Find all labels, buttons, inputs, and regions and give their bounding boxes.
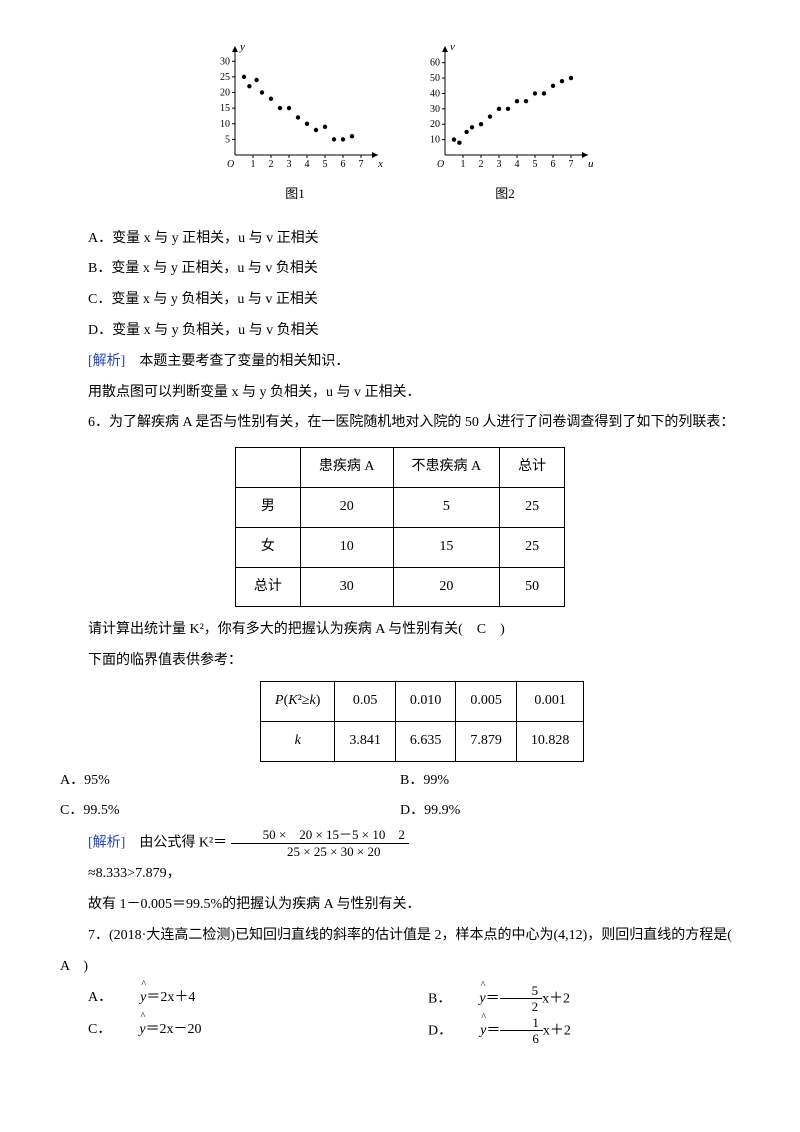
- ct-r2c0: 总计: [235, 567, 300, 607]
- svg-text:5: 5: [225, 134, 230, 145]
- cr-r1c3: 7.879: [456, 721, 517, 761]
- q5-optD: D．变量 x 与 y 负相关，u 与 v 负相关: [60, 316, 740, 347]
- q5-analysis1-text: 本题主要考查了变量的相关知识．: [139, 354, 349, 369]
- q6-analysis-prefix: 由公式得 K²＝: [139, 835, 227, 850]
- svg-text:3: 3: [497, 159, 502, 170]
- q6-hint: 下面的临界值表供参考：: [60, 646, 740, 677]
- svg-text:20: 20: [220, 88, 230, 99]
- q6-options-row2: C．99.5% D．99.9%: [60, 796, 740, 827]
- svg-text:20: 20: [430, 119, 440, 130]
- chart1: 1 2 3 4 5 6 7 5 10 15 20 25 30 Ox y 图1: [205, 40, 385, 209]
- q5-optC: C．变量 x 与 y 负相关，u 与 v 正相关: [60, 285, 740, 316]
- svg-text:30: 30: [430, 104, 440, 115]
- svg-text:5: 5: [323, 159, 328, 170]
- q6-optA: A．95%: [60, 766, 400, 797]
- cr-r0c2: 0.010: [395, 681, 456, 721]
- q7-optA: A．y＝2x＋4: [60, 983, 400, 1015]
- svg-text:O: O: [437, 159, 444, 170]
- chart2: 1 2 3 4 5 6 7 10 20 30 40 50 60 Ou v 图2: [415, 40, 595, 209]
- svg-text:6: 6: [341, 159, 346, 170]
- q7-row2: C．y＝2x－20 D．y＝16x＋2: [60, 1015, 740, 1047]
- svg-text:40: 40: [430, 88, 440, 99]
- k2-den: 25 × 25 × 30 × 20: [231, 844, 409, 860]
- ct-h0: [235, 448, 300, 488]
- cr-r1c1: 3.841: [335, 721, 396, 761]
- svg-text:10: 10: [220, 119, 230, 130]
- analysis-label: [解析]: [88, 835, 125, 850]
- q6-optB: B．99%: [400, 766, 740, 797]
- q7-optD: D．y＝16x＋2: [400, 1015, 740, 1047]
- svg-text:7: 7: [569, 159, 574, 170]
- charts-row: 1 2 3 4 5 6 7 5 10 15 20 25 30 Ox y 图1 1 2 3 4 5 6 7 10 20 30 40…: [60, 40, 740, 209]
- q7-optC: C．y＝2x－20: [60, 1015, 400, 1047]
- svg-text:2: 2: [479, 159, 484, 170]
- svg-text:5: 5: [533, 159, 538, 170]
- ct-r1c1: 10: [300, 527, 393, 567]
- cr-r1c4: 10.828: [516, 721, 584, 761]
- svg-text:3: 3: [287, 159, 292, 170]
- ct-r2c2: 20: [393, 567, 500, 607]
- q5-optB: B．变量 x 与 y 正相关，u 与 v 负相关: [60, 254, 740, 285]
- q6-analysis-line2: ≈8.333>7.879，: [60, 859, 740, 890]
- ct-r0c0: 男: [235, 487, 300, 527]
- svg-text:v: v: [450, 41, 455, 53]
- ct-r2c1: 30: [300, 567, 393, 607]
- ct-r1c3: 25: [500, 527, 565, 567]
- cr-r1c2: 6.635: [395, 721, 456, 761]
- q6-options-row1: A．95% B．99%: [60, 766, 740, 797]
- chart2-caption: 图2: [415, 180, 595, 209]
- ct-r0c3: 25: [500, 487, 565, 527]
- ct-r0c1: 20: [300, 487, 393, 527]
- q6-ask: 请计算出统计量 K²，你有多大的把握认为疾病 A 与性别有关( C ): [60, 615, 740, 646]
- cr-r0c1: 0.05: [335, 681, 396, 721]
- ct-h1: 患疾病 A: [300, 448, 393, 488]
- svg-text:y: y: [239, 41, 245, 53]
- q7-optB: B．y＝52x＋2: [400, 983, 740, 1015]
- svg-text:6: 6: [551, 159, 556, 170]
- svg-text:1: 1: [461, 159, 466, 170]
- ct-r1c0: 女: [235, 527, 300, 567]
- q5-optA: A．变量 x 与 y 正相关，u 与 v 正相关: [60, 224, 740, 255]
- cr-r0c4: 0.001: [516, 681, 584, 721]
- chart1-caption: 图1: [205, 180, 385, 209]
- svg-text:4: 4: [515, 159, 520, 170]
- ct-h2: 不患疾病 A: [393, 448, 500, 488]
- q6-analysis: [解析] 由公式得 K²＝ 50 × 20 × 15－5 × 10 2 25 ×…: [60, 827, 740, 859]
- svg-text:2: 2: [269, 159, 274, 170]
- cr-r1c0: k: [261, 721, 335, 761]
- svg-text:10: 10: [430, 135, 440, 146]
- ct-r2c3: 50: [500, 567, 565, 607]
- q5-analysis1: [解析] 本题主要考查了变量的相关知识．: [60, 347, 740, 378]
- k2-fraction: 50 × 20 × 15－5 × 10 2 25 × 25 × 30 × 20: [231, 827, 409, 859]
- svg-text:x: x: [377, 158, 383, 170]
- svg-text:15: 15: [220, 103, 230, 114]
- cr-r0c3: 0.005: [456, 681, 517, 721]
- svg-text:7: 7: [359, 159, 364, 170]
- critical-table: P(K²≥k) 0.05 0.010 0.005 0.001 k 3.841 6…: [260, 681, 584, 762]
- q6-analysis-line3: 故有 1－0.005＝99.5%的把握认为疾病 A 与性别有关．: [60, 890, 740, 921]
- svg-text:4: 4: [305, 159, 310, 170]
- q6-optD: D．99.9%: [400, 796, 740, 827]
- svg-text:u: u: [588, 158, 594, 170]
- svg-text:50: 50: [430, 73, 440, 84]
- analysis-label: [解析]: [88, 354, 125, 369]
- svg-text:1: 1: [251, 159, 256, 170]
- svg-text:25: 25: [220, 72, 230, 83]
- q7-row1: A．y＝2x＋4 B．y＝52x＋2: [60, 983, 740, 1015]
- ct-r1c2: 15: [393, 527, 500, 567]
- svg-text:O: O: [227, 159, 234, 170]
- q6-stem: 6．为了解疾病 A 是否与性别有关，在一医院随机地对入院的 50 人进行了问卷调…: [60, 408, 740, 439]
- q5-analysis2: 用散点图可以判断变量 x 与 y 负相关，u 与 v 正相关．: [60, 378, 740, 409]
- ct-r0c2: 5: [393, 487, 500, 527]
- contingency-table: 患疾病 A 不患疾病 A 总计 男 20 5 25 女 10 15 25 总计 …: [235, 447, 565, 607]
- cr-h0: P(K²≥k): [261, 681, 335, 721]
- svg-text:60: 60: [430, 58, 440, 69]
- q7-stem: 7．(2018·大连高二检测)已知回归直线的斜率的估计值是 2，样本点的中心为(…: [60, 921, 740, 983]
- svg-text:30: 30: [220, 56, 230, 67]
- k2-num: 50 × 20 × 15－5 × 10 2: [231, 827, 409, 844]
- q6-optC: C．99.5%: [60, 796, 400, 827]
- ct-h3: 总计: [500, 448, 565, 488]
